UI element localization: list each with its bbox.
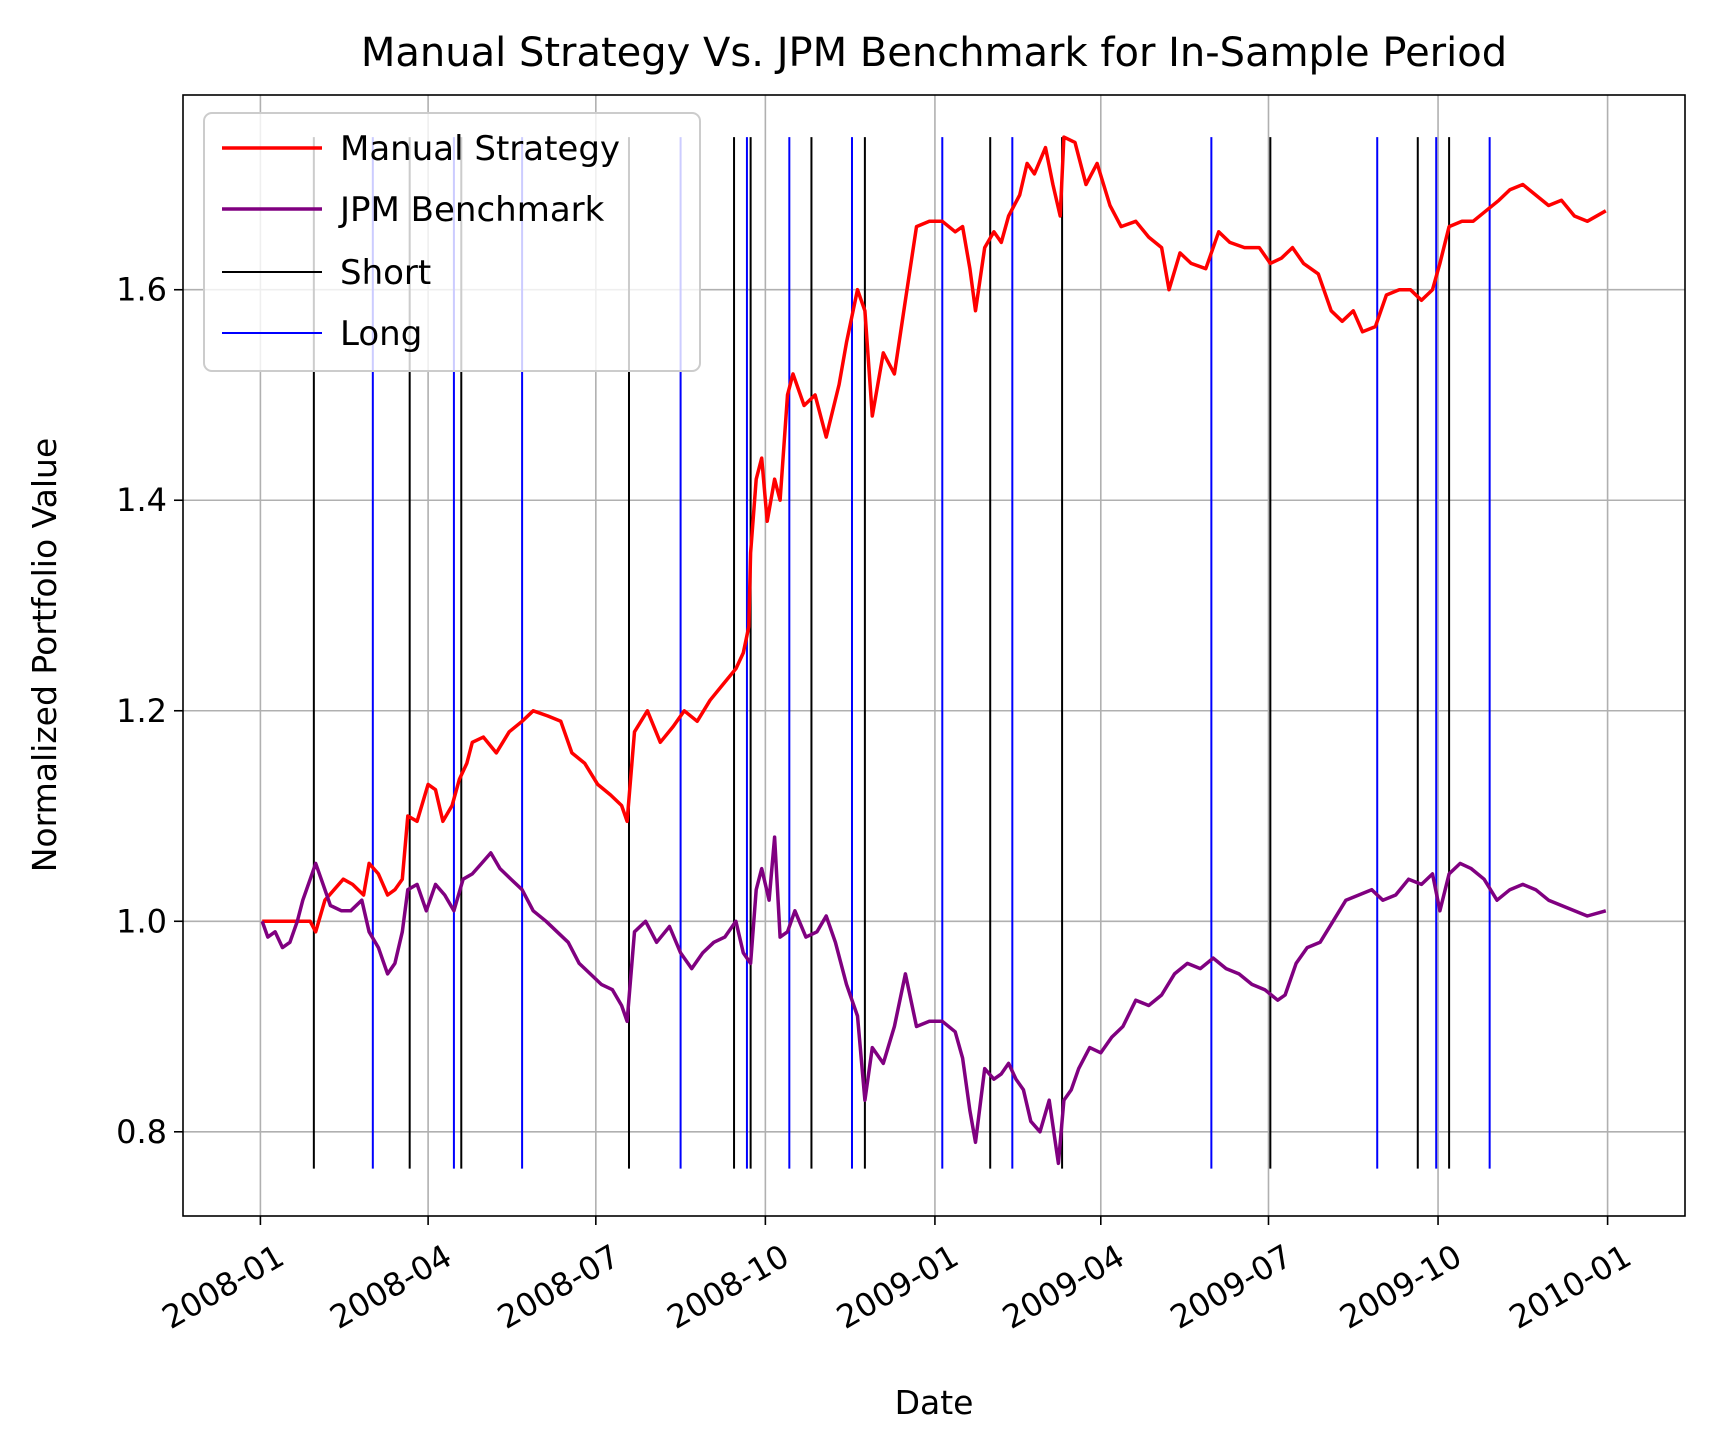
legend-label-jpm-benchmark: JPM Benchmark (338, 190, 605, 230)
series-lines (260, 135, 1607, 1166)
legend-label-manual-strategy: Manual Strategy (340, 129, 620, 169)
chart-title: Manual Strategy Vs. JPM Benchmark for In… (361, 30, 1507, 76)
y-tick-label: 1.0 (116, 902, 167, 940)
y-tick-label: 1.2 (116, 692, 167, 730)
y-tick-label: 0.8 (116, 1113, 167, 1151)
jpm-benchmark-line (260, 835, 1607, 1166)
legend-label-short: Short (340, 253, 431, 293)
y-tick-label: 1.6 (116, 271, 167, 309)
y-axis-label: Normalized Portfolio Value (25, 438, 64, 873)
manual-strategy-line (262, 135, 1607, 934)
legend: Manual Strategy JPM Benchmark Short Long (203, 112, 701, 372)
y-tick-label: 1.4 (116, 481, 167, 519)
signal-lines (312, 137, 1491, 1169)
legend-label-long: Long (340, 314, 422, 354)
plot-frame (182, 94, 1686, 1217)
x-axis-label: Date (895, 1383, 974, 1422)
legend-box (203, 112, 701, 372)
